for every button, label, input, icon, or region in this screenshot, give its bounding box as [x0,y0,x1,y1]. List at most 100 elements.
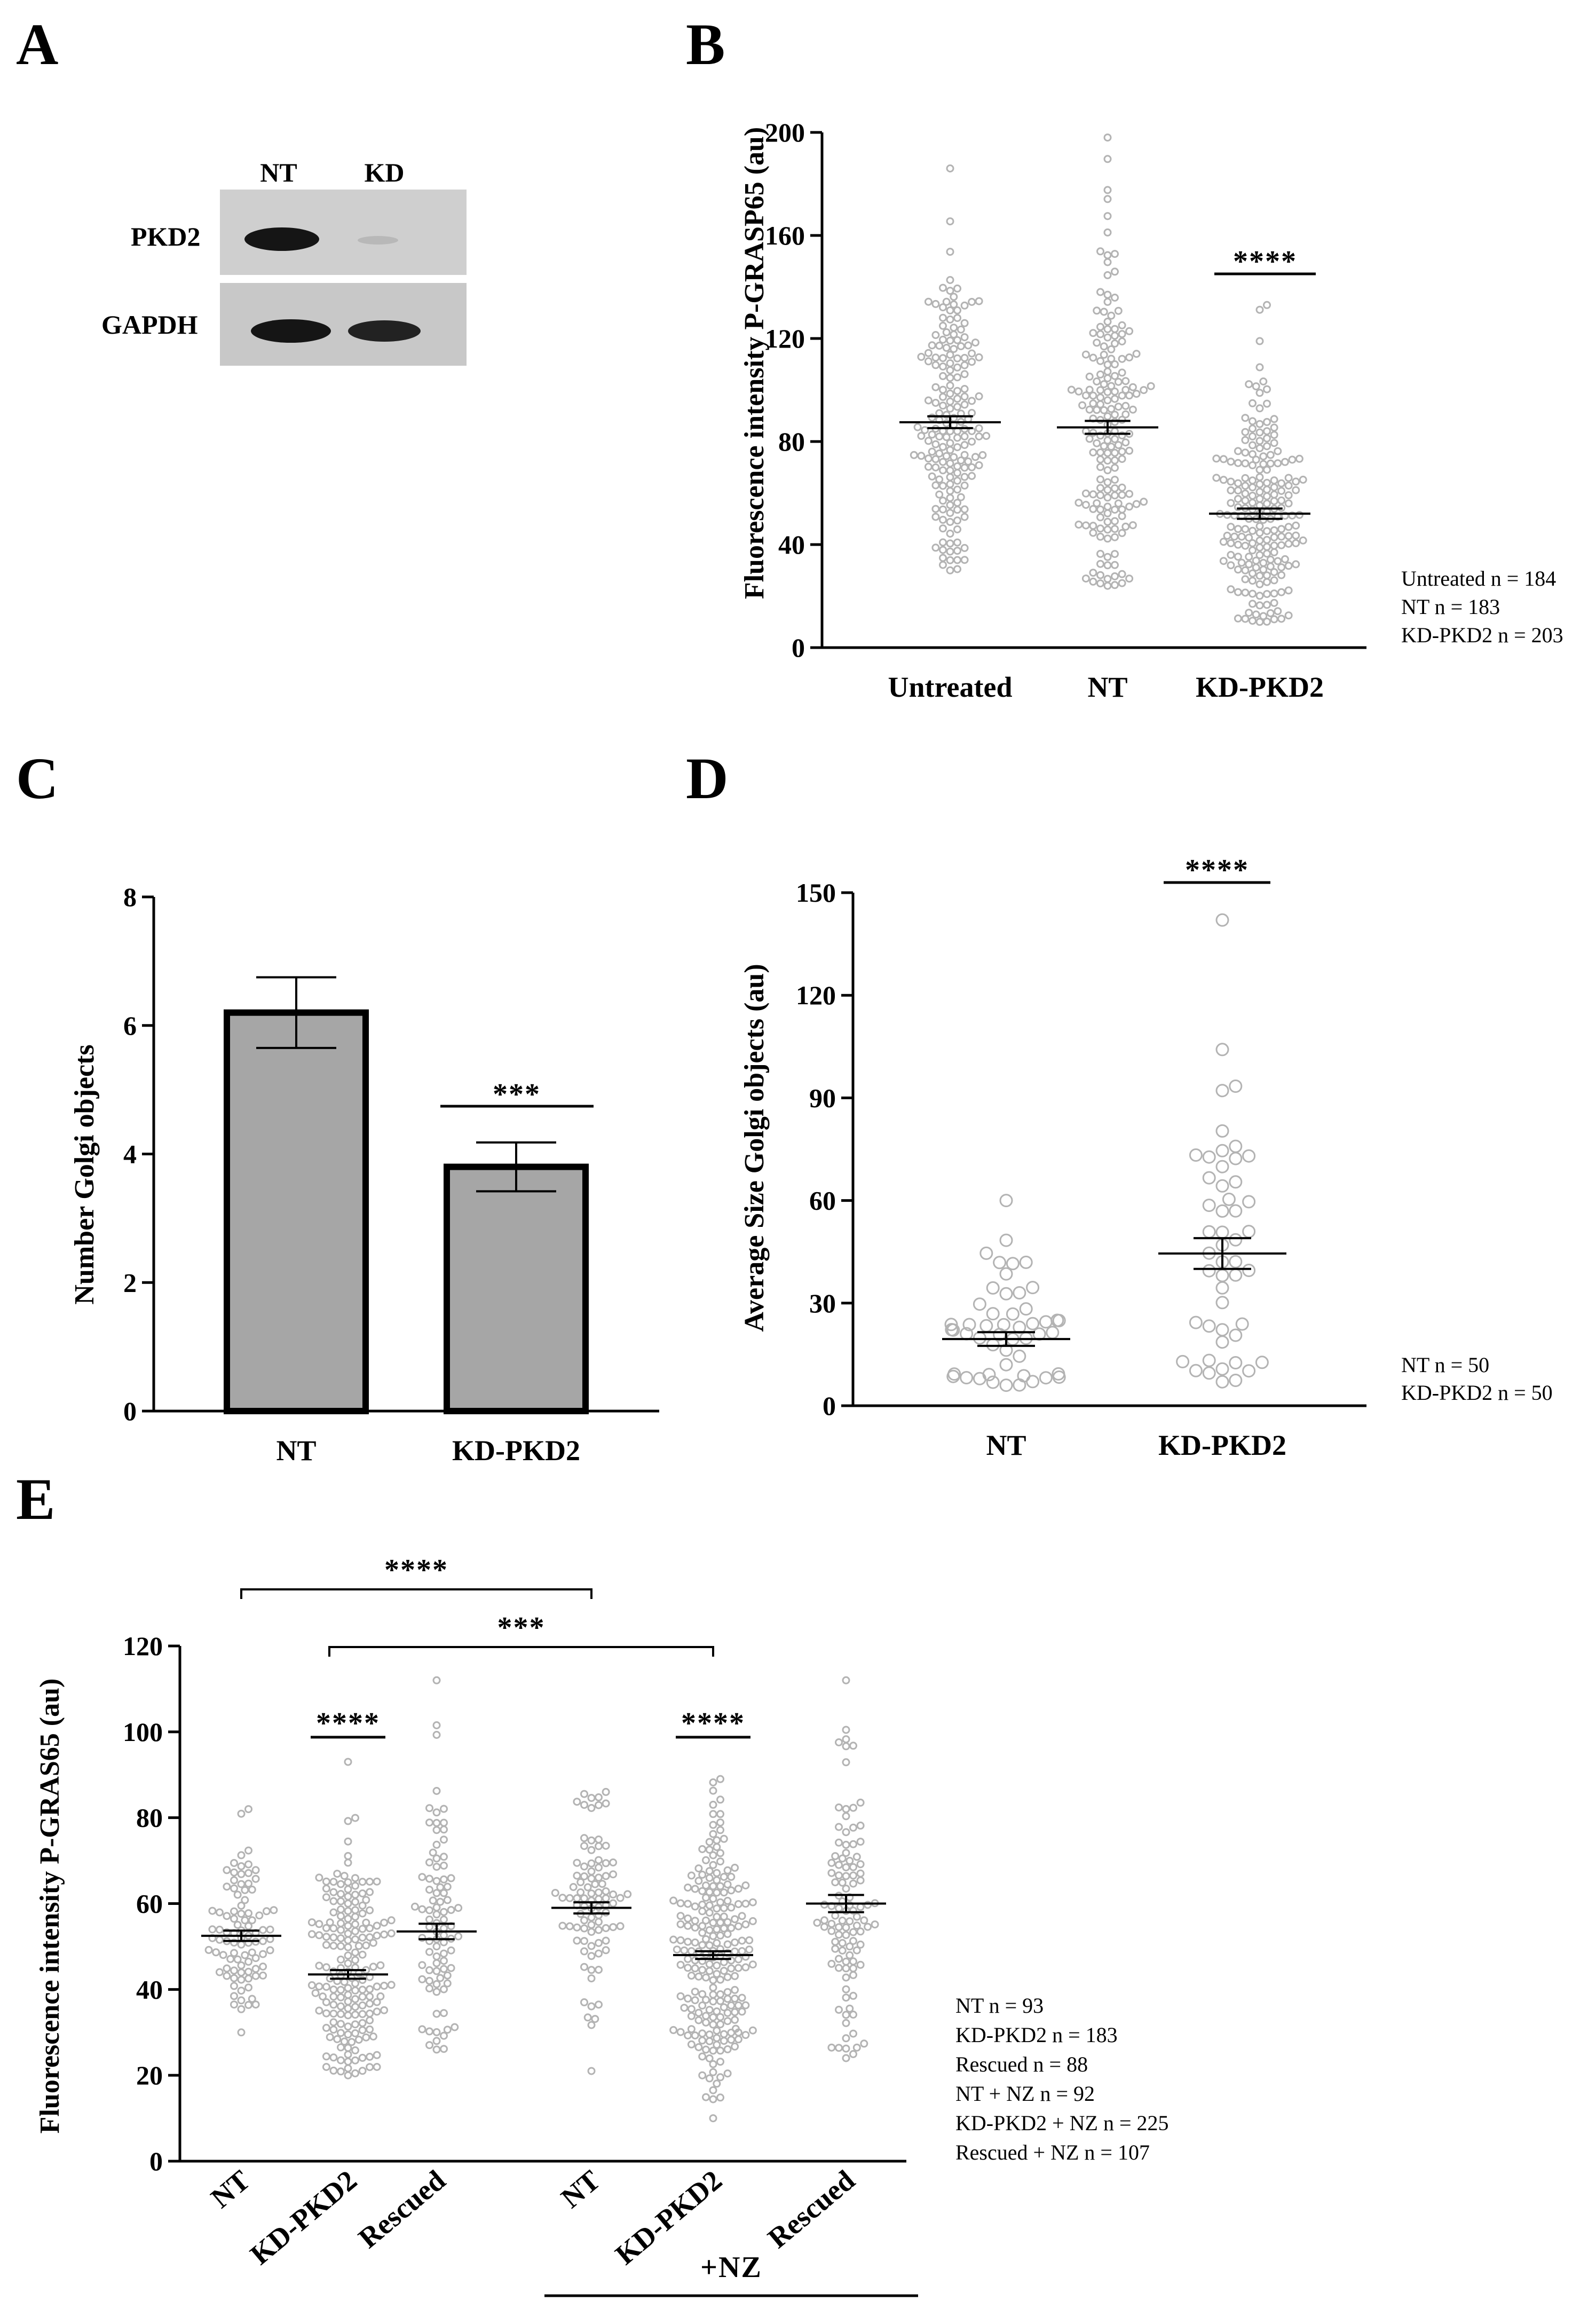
panel-d-legend-kd-pkd2: KD-PKD2 n = 50 [1401,1381,1553,1405]
panel-e-y-tick-label: 60 [136,1889,163,1919]
panel-e-group-4-point [738,1912,746,1920]
panel-e-group-1-point [358,2067,367,2075]
panel-e-group-3-point [602,1936,610,1945]
panel-e-group-1-point [366,1992,374,2001]
panel-e-legend-item: NT + NZ n = 92 [955,2082,1095,2106]
panel-b-untreated-point [946,439,954,447]
panel-e-group-3-point [609,1923,618,1932]
panel-e-group-0-point [208,1925,217,1934]
panel-b-untreated-point [960,513,969,521]
panel-e-group-1-point [369,1963,377,1971]
panel-d-kd-pkd2-point [1202,1199,1216,1212]
panel-d-kd-pkd2-point [1242,1264,1256,1277]
panel-e-group-1-point [358,1901,367,1910]
panel-e-group-5-point [831,1852,840,1861]
panel-b-untreated-point [946,389,954,398]
panel-e-group-1-point [322,1877,330,1886]
panel-e-group-4-point [676,1912,685,1920]
panel-e-group-0-point [237,1961,246,1970]
panel-e-group-3-point [595,1888,603,1897]
panel-b-nt-point [1111,339,1119,348]
panel-e-group-1-point [362,1918,370,1927]
panel-b-nt-point [1121,522,1130,531]
panel-b-nt-point [1147,382,1155,390]
panel-e-group-5-point [835,2044,843,2052]
panel-e-group-3-point [580,1937,588,1945]
panel-b-kd-pkd2-point [1241,459,1250,468]
panel-d-nt-point [986,1375,1000,1389]
panel-e-group-0-point [259,1926,267,1934]
panel-e-group-5-point [842,1805,850,1813]
panel-b-untreated-point [978,451,987,459]
panel-e-group-5-point [849,1907,857,1915]
panel-b-kd-pkd2-point [1263,617,1271,626]
panel-e-group-1-point [369,1939,377,1947]
panel-b-kd-pkd2-point [1292,539,1300,547]
panel-b-nt-point [1096,386,1104,395]
panel-b-kd-pkd2-point [1292,560,1300,569]
panel-e-group-2-point [432,1967,441,1975]
panel-b-untreated-point [953,363,961,372]
panel-e-group-2-point [440,1836,448,1844]
panel-e-group-0-point [230,1884,238,1893]
panel-e-legend-item: KD-PKD2 n = 183 [955,2023,1118,2047]
panel-e-group-2-point [432,1808,441,1817]
panel-b-untreated-point [946,509,954,517]
panel-e-group-4-point [709,2095,717,2104]
panel-e-group-4-point [705,1926,714,1934]
panel-b-untreated-point [935,490,944,499]
panel-b-nt-point [1128,383,1137,391]
panel-e-group-1-point [315,1961,323,1970]
panel-b-untreated-point [953,556,961,564]
panel-e-group-1-point [337,2020,345,2028]
panel-b-kd-pkd2-point [1227,499,1235,507]
panel-e-group-4-point [702,1881,710,1890]
panel-b-untreated-point [975,297,983,305]
panel-b-nt-point [1096,491,1104,500]
panel-b-nt-point [1125,490,1134,498]
panel-e-group-1-point [322,2023,330,2032]
panel-b-kd-pkd2-point [1255,337,1264,345]
panel-e-group-1-point [366,2010,374,2018]
panel-b-untreated-point [946,381,954,390]
panel-e-group-2-point [440,1957,448,1965]
panel-b-kd-pkd2-point [1249,476,1257,485]
panel-b-nt-point [1111,294,1119,302]
panel-e-group-3-point [576,1888,585,1896]
panel-c-bar: Number Golgi objects 0 2 4 6 8 NT KD-PKD2 **… [69,882,659,1467]
panel-e-y-tick-label: 120 [123,1631,163,1661]
panel-e-group-5-point [827,1959,836,1968]
panel-d-kd-pkd2-point [1202,1353,1216,1367]
panel-e-group-4-point [709,2086,717,2094]
panel-e-group-1-point [351,2069,359,2077]
panel-b-nt-point [1107,311,1116,320]
panel-e-group-4-point [680,1946,689,1955]
panel-b-nt-point [1103,155,1112,163]
panel-e-group-5-point [860,1916,868,1925]
panel-b-nt-point [1118,431,1126,440]
panel-b-kd-pkd2-point [1270,576,1278,585]
panel-b-nt-point [1140,498,1148,506]
panel-b-kd-pkd2-point [1223,531,1231,540]
panel-e-group-1-point [354,1942,363,1950]
panel-e-group-3-point [587,1942,596,1950]
panel-b-kd-pkd2-point [1212,454,1221,463]
panel-d-kd-pkd2-point [1176,1354,1190,1368]
panel-b-kd-pkd2-point [1227,477,1235,486]
panel-b-kd-pkd2-point [1270,423,1278,432]
panel-d-kd-pkd2-point [1215,1043,1229,1057]
panel-e-group-1-point [358,1986,367,1994]
panel-d-nt-point [997,1318,1010,1332]
panel-b-untreated-point [950,293,958,301]
panel-e-group-0-point [251,1866,260,1874]
panel-b-nt-point [1093,306,1101,315]
panel-d-kd-pkd2-point [1215,1375,1229,1389]
panel-d-y-tick-label: 30 [809,1288,836,1318]
panel-b-nt-point [1096,524,1104,533]
panel-e-group-1-point [366,1878,374,1886]
panel-e-group-2-point [432,1980,441,1988]
panel-b-kd-pkd2-point [1227,539,1235,547]
panel-e-group-4-point [731,1938,739,1947]
panel-b-kd-pkd2-point [1266,459,1275,468]
